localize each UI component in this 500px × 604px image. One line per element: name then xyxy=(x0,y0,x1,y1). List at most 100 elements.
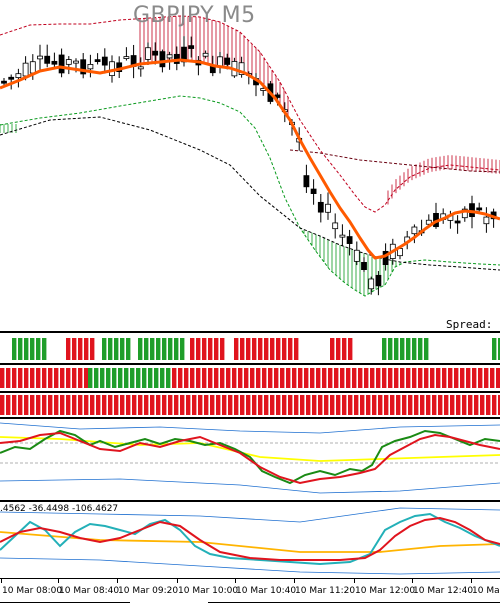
signal-bar xyxy=(426,395,431,415)
signal-bar xyxy=(430,368,435,388)
signal-pane-1[interactable] xyxy=(0,334,500,363)
time-tick xyxy=(235,579,236,583)
signal-bar xyxy=(136,368,141,388)
signal-bar xyxy=(190,338,195,360)
candle-body xyxy=(375,274,382,287)
signal-bar xyxy=(108,338,113,360)
signal-bar xyxy=(124,368,129,388)
signal-bar xyxy=(306,395,311,415)
signal-bar xyxy=(196,338,201,360)
candle-body xyxy=(224,57,231,65)
scrollbar-segment[interactable] xyxy=(208,602,500,603)
signal-bar xyxy=(268,368,273,388)
time-label: 10 Mar 10:00 xyxy=(178,586,239,596)
signal-bar xyxy=(24,368,29,388)
signal-bar xyxy=(304,368,309,388)
signal-bar xyxy=(396,395,401,415)
signal-bar xyxy=(106,368,111,388)
signal-bar xyxy=(420,395,425,415)
candle-body xyxy=(22,62,29,77)
signal-bar xyxy=(72,368,77,388)
signal-bar xyxy=(144,338,149,360)
signal-bar xyxy=(166,368,171,388)
candle-body xyxy=(101,56,108,66)
pane-separator[interactable] xyxy=(0,331,500,333)
signal-bar xyxy=(492,395,497,415)
signal-bar xyxy=(454,368,459,388)
oscillator-pane-2[interactable] xyxy=(0,502,500,578)
candle-body xyxy=(339,234,346,238)
signal-bar xyxy=(84,395,89,415)
signal-bar xyxy=(180,395,185,415)
candle-body xyxy=(51,60,58,65)
signal-bar xyxy=(60,395,65,415)
signal-bar xyxy=(30,368,35,388)
upper-band-line xyxy=(0,15,500,213)
candle-body xyxy=(37,55,43,60)
candle-body xyxy=(137,66,144,70)
signal-bar xyxy=(484,368,489,388)
signal-bar xyxy=(48,368,53,388)
signal-line-orange xyxy=(0,531,500,553)
time-label: 10 Mar 08:40 xyxy=(59,586,120,596)
signal-bar xyxy=(36,368,41,388)
pane-separator[interactable] xyxy=(0,391,500,393)
signal-bar xyxy=(54,368,59,388)
candle-body xyxy=(65,59,72,65)
signal-bar xyxy=(156,338,161,360)
signal-bar xyxy=(394,338,399,360)
pane-separator[interactable] xyxy=(0,363,500,365)
signal-bar xyxy=(450,395,455,415)
signal-bar xyxy=(424,368,429,388)
signal-bar xyxy=(246,395,251,415)
lower-band-line xyxy=(0,95,500,297)
signal-bar xyxy=(498,395,500,415)
signal-bar xyxy=(468,395,473,415)
signal-bar xyxy=(292,368,297,388)
indicator-values: .4562 -36.4498 -106.4627 xyxy=(0,504,119,514)
signal-bar xyxy=(168,395,173,415)
candle-body xyxy=(483,216,490,225)
signal-bar xyxy=(120,395,125,415)
signal-pane-3[interactable] xyxy=(0,393,500,417)
upper-envelope xyxy=(0,422,500,434)
candle-body xyxy=(15,73,22,79)
time-label: 10 Mar 08:00 xyxy=(2,586,63,596)
pane-separator[interactable] xyxy=(0,417,500,419)
oscillator-2-svg xyxy=(0,507,500,575)
signal-bar xyxy=(364,368,369,388)
signal-bar xyxy=(382,338,387,360)
signal-bar xyxy=(186,395,191,415)
signal-bar xyxy=(276,395,281,415)
signal-bar xyxy=(144,395,149,415)
signal-bar xyxy=(384,395,389,415)
signal-bar xyxy=(388,338,393,360)
signal-bar xyxy=(438,395,443,415)
time-label: 10 Mar 11:20 xyxy=(295,586,356,596)
signal-bar xyxy=(294,338,299,360)
time-label: 10 Mar 12:40 xyxy=(413,586,474,596)
candle-body xyxy=(1,80,7,84)
scrollbar-segment[interactable] xyxy=(0,602,130,603)
moving-average-line xyxy=(0,58,500,260)
signal-bar xyxy=(220,338,225,360)
signal-bar xyxy=(150,395,155,415)
signal-bar xyxy=(298,368,303,388)
signal-bar xyxy=(162,395,167,415)
signal-bar xyxy=(348,395,353,415)
oscillator-pane-1[interactable] xyxy=(0,419,500,500)
main-price-pane[interactable]: GBPJPY M5 Spread: xyxy=(0,0,500,331)
candle-body xyxy=(368,278,375,290)
signal-bar xyxy=(66,338,71,360)
signal-pane-2[interactable] xyxy=(0,365,500,391)
signal-bar xyxy=(48,395,53,415)
signal-bar xyxy=(342,395,347,415)
candle-body xyxy=(346,236,353,244)
candle-body xyxy=(382,250,389,266)
signal-bar xyxy=(406,368,411,388)
signal-bar xyxy=(474,395,479,415)
chart-title: GBPJPY M5 xyxy=(133,3,256,28)
signal-bar xyxy=(412,338,417,360)
pane-separator[interactable] xyxy=(0,500,500,502)
signal-bar xyxy=(354,395,359,415)
